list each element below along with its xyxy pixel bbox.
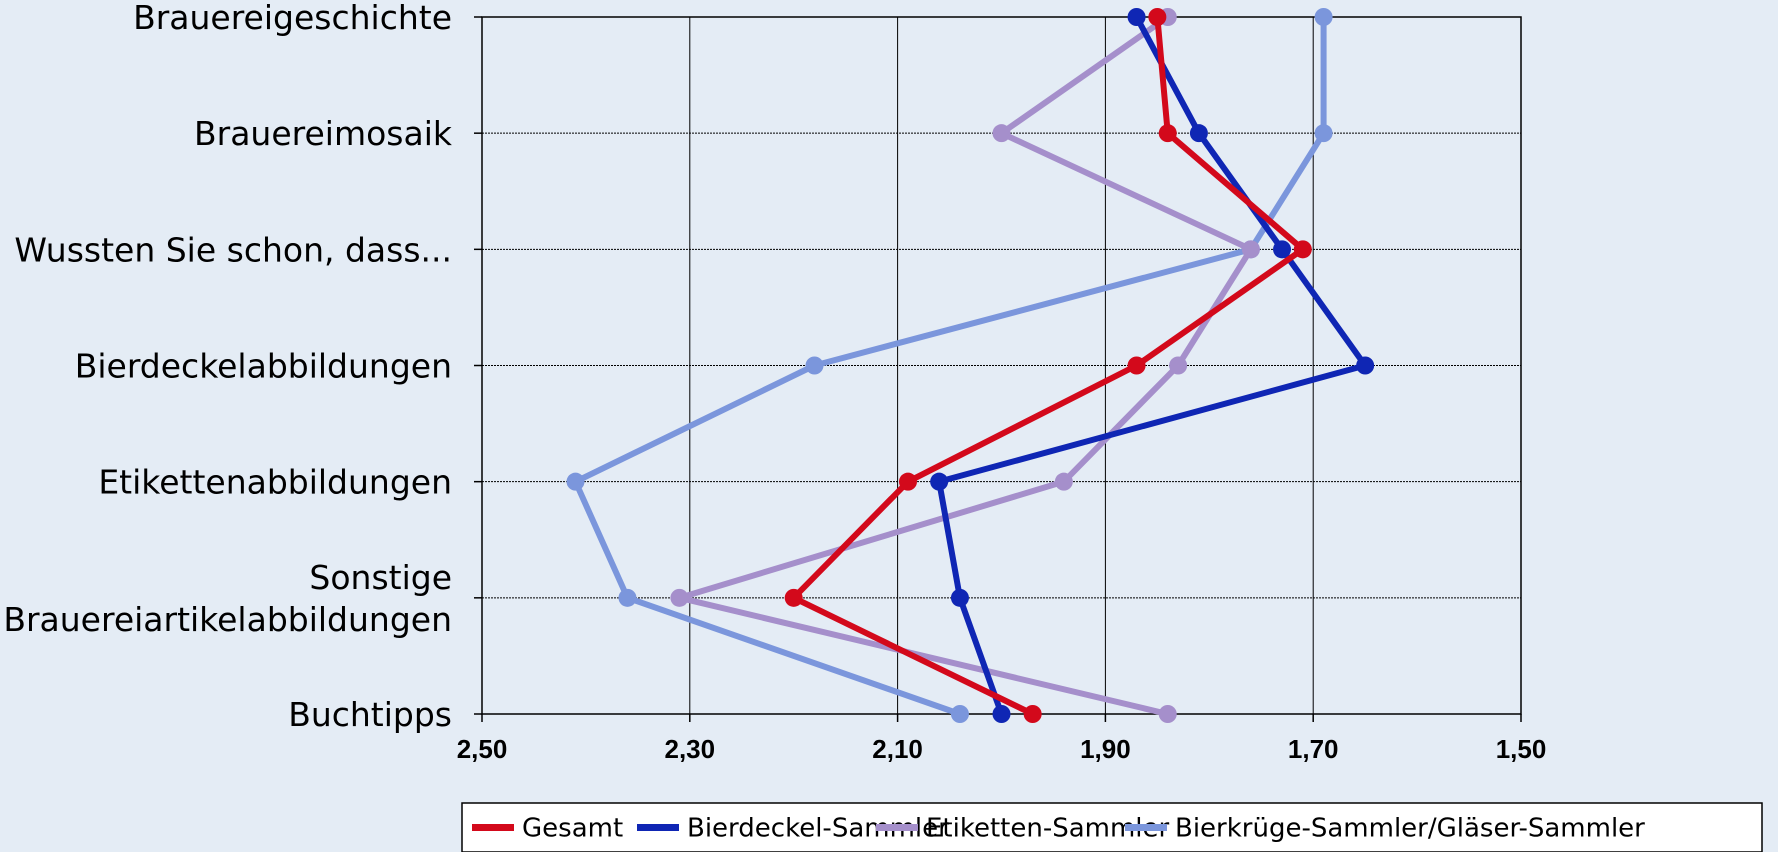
data-point xyxy=(898,472,917,491)
data-point xyxy=(1189,124,1208,143)
data-point xyxy=(1356,356,1375,375)
data-point xyxy=(1127,8,1146,26)
data-point xyxy=(950,588,969,607)
legend-label: Gesamt xyxy=(522,814,623,844)
series-bierdeckel-sammler xyxy=(930,8,1375,723)
x-tick-label: 2,50 xyxy=(457,734,508,764)
data-point xyxy=(1273,240,1292,259)
data-point xyxy=(784,588,803,607)
category-label-line: Brauereiartikelabbildungen xyxy=(3,600,452,639)
data-point xyxy=(1314,124,1333,143)
legend: Gesamt Bierdeckel-SammlerEtiketten-Sammle… xyxy=(461,802,1763,852)
data-point xyxy=(1158,705,1177,723)
data-point xyxy=(805,356,824,375)
data-point xyxy=(1241,240,1260,259)
data-point xyxy=(1169,356,1188,375)
data-point xyxy=(992,705,1011,723)
category-label: Brauereigeschichte xyxy=(133,0,452,37)
x-tick-label: 1,50 xyxy=(1496,734,1547,764)
category-label: Buchtipps xyxy=(288,695,452,734)
category-label: Etikettenabbildungen xyxy=(98,463,452,502)
data-point xyxy=(930,472,949,491)
data-point xyxy=(950,705,969,723)
category-label-line: Sonstige xyxy=(309,558,452,597)
data-point xyxy=(1127,356,1146,375)
legend-label: Bierkrüge-Sammler/Gläser-Sammler xyxy=(1175,814,1645,844)
data-point xyxy=(1158,124,1177,143)
data-point xyxy=(618,588,637,607)
category-label: Brauereimosaik xyxy=(194,114,453,153)
x-tick-label: 1,70 xyxy=(1288,734,1339,764)
category-label: Wussten Sie schon, dass... xyxy=(14,230,452,269)
data-point xyxy=(1148,8,1167,26)
data-point xyxy=(1293,240,1312,259)
data-point xyxy=(992,124,1011,143)
series xyxy=(566,8,1375,723)
series-gesamt xyxy=(784,8,1312,723)
data-point xyxy=(670,588,689,607)
data-point xyxy=(566,472,585,491)
data-point xyxy=(1023,705,1042,723)
data-point xyxy=(1054,472,1073,491)
x-tick-label: 2,30 xyxy=(664,734,715,764)
x-tick-label: 1,90 xyxy=(1080,734,1131,764)
category-label: Sonstige Brauereiartikelabbildungen xyxy=(3,558,452,639)
data-point xyxy=(1314,8,1333,26)
category-label: Bierdeckelabbildungen xyxy=(75,347,452,386)
x-tick-label: 2,10 xyxy=(872,734,923,764)
axes: Brauereigeschichte Brauereimosaik Wussten … xyxy=(3,0,1546,764)
